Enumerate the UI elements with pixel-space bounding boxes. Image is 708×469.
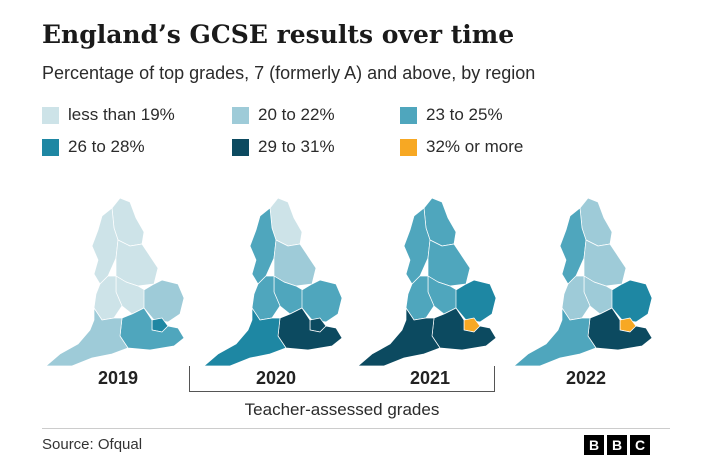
year-label-2021: 2021 [409,368,451,388]
map-2021 [357,197,497,367]
region-east-of-england-2022 [611,279,653,323]
region-west-midlands-2020 [251,275,281,321]
teacher-assessed-bracket [189,366,495,392]
legend-label-6: 32% or more [426,137,524,156]
region-east-of-england-2021 [455,279,497,323]
region-south-east-2021 [431,307,497,351]
bbc-logo: B B C [584,435,653,455]
region-yorkshire-and-the-humber-2020 [273,239,317,287]
region-west-midlands-2021 [405,275,435,321]
legend-swatch-5 [232,138,249,156]
year-label-2020: 2020 [255,368,297,388]
map-2022 [513,197,653,367]
legend-label-4: 26 to 28% [68,137,145,156]
region-yorkshire-and-the-humber-2021 [427,239,471,287]
legend-label-2: 20 to 22% [258,105,335,124]
legend-swatch-3 [400,106,417,124]
region-north-west-2020 [249,207,277,285]
legend-item-1: less than 19% [42,104,175,126]
region-east-of-england-2019 [143,279,185,323]
region-east-of-england-2020 [301,279,343,323]
source-note: Source: Ofqual [42,436,143,453]
region-south-east-2022 [587,307,653,351]
legend-label-3: 23 to 25% [426,105,503,124]
legend-item-3: 23 to 25% [400,104,503,126]
bbc-logo-c: C [630,435,650,455]
chart-title: England’s GCSE results over time [42,20,515,49]
legend-swatch-6 [400,138,417,156]
region-west-midlands-2019 [93,275,123,321]
legend-swatch-1 [42,106,59,124]
year-label-2022: 2022 [565,368,607,388]
region-west-midlands-2022 [561,275,591,321]
bbc-logo-b1: B [584,435,604,455]
legend-label-5: 29 to 31% [258,137,335,156]
legend-label-1: less than 19% [68,105,175,124]
region-north-west-2019 [91,207,119,285]
bracket-label: Teacher-assessed grades [244,400,440,419]
region-south-west-2021 [357,307,441,367]
region-yorkshire-and-the-humber-2019 [115,239,159,287]
year-label-2019: 2019 [97,368,139,388]
footer-divider [42,428,670,429]
map-2019 [45,197,185,367]
legend-swatch-2 [232,106,249,124]
legend-swatch-4 [42,138,59,156]
choropleth-maps [0,180,708,380]
map-2020 [203,197,343,367]
legend-item-2: 20 to 22% [232,104,335,126]
region-south-east-2020 [277,307,343,351]
region-south-west-2019 [45,307,129,367]
region-yorkshire-and-the-humber-2022 [583,239,627,287]
bbc-logo-b2: B [607,435,627,455]
legend: less than 19% 20 to 22% 23 to 25% 26 to … [42,104,682,164]
legend-item-5: 29 to 31% [232,136,335,158]
region-north-west-2021 [403,207,431,285]
region-south-east-2019 [119,307,185,351]
legend-item-6: 32% or more [400,136,523,158]
region-south-west-2020 [203,307,287,367]
region-north-west-2022 [559,207,587,285]
chart-subtitle: Percentage of top grades, 7 (formerly A)… [42,63,536,83]
legend-item-4: 26 to 28% [42,136,145,158]
region-south-west-2022 [513,307,597,367]
